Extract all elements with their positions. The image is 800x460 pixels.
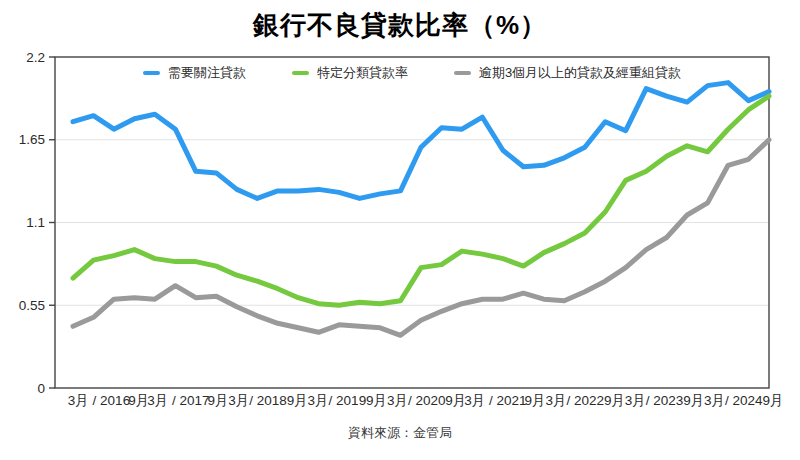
chart-legend: 需要關注貸款 特定分類貸款率 逾期3個月以上的貸款及經重組貸款	[55, 64, 769, 82]
x-tick-label: 9月	[445, 393, 466, 408]
y-tick-label: 2.2	[26, 50, 45, 65]
x-tick-label: 3月/ 2024	[704, 393, 763, 408]
x-tick-label: 3月/ 2018	[228, 393, 287, 408]
x-tick-label: 9月	[683, 393, 704, 408]
x-tick-label: 3月 / 2016	[68, 393, 130, 408]
series-line-2	[73, 140, 769, 335]
legend-dash-icon	[143, 71, 160, 75]
x-tick-label: 9月	[366, 393, 387, 408]
y-tick-label: 0	[37, 381, 45, 396]
x-tick-label: 3月/ 2020	[387, 393, 446, 408]
y-tick-label: 1.1	[26, 215, 45, 230]
x-tick-label: 3月 / 2021	[464, 393, 526, 408]
chart-page: 銀行不良貸款比率（%） 需要關注貸款 特定分類貸款率 逾期3個月以上的貸款及經重組貸…	[0, 0, 800, 460]
legend-label: 需要關注貸款	[168, 64, 246, 82]
legend-item-0: 需要關注貸款	[143, 64, 246, 82]
x-tick-label: 3月 / 2017	[147, 393, 209, 408]
x-tick-label: 9月	[207, 393, 228, 408]
x-tick-label: 3月/ 2022	[545, 393, 604, 408]
x-tick-label: 9月	[128, 393, 149, 408]
x-tick-label: 9月	[525, 393, 546, 408]
source-note: 資料來源：金管局	[0, 424, 800, 442]
x-tick-label: 3月/ 2019	[308, 393, 367, 408]
series-line-1	[73, 96, 769, 305]
x-tick-label: 9月	[762, 393, 783, 408]
legend-item-2: 逾期3個月以上的貸款及經重組貸款	[454, 64, 681, 82]
y-tick-label: 1.65	[19, 132, 45, 147]
chart-title: 銀行不良貸款比率（%）	[0, 8, 800, 43]
y-tick-label: 0.55	[19, 298, 45, 313]
x-tick-label: 9月	[604, 393, 625, 408]
legend-dash-icon	[292, 71, 309, 75]
x-tick-label: 3月/ 2023	[625, 393, 684, 408]
legend-dash-icon	[454, 71, 471, 75]
legend-item-1: 特定分類貸款率	[292, 64, 408, 82]
legend-label: 逾期3個月以上的貸款及經重組貸款	[479, 64, 681, 82]
x-tick-label: 9月	[287, 393, 308, 408]
legend-label: 特定分類貸款率	[317, 64, 408, 82]
series-line-0	[73, 83, 769, 199]
